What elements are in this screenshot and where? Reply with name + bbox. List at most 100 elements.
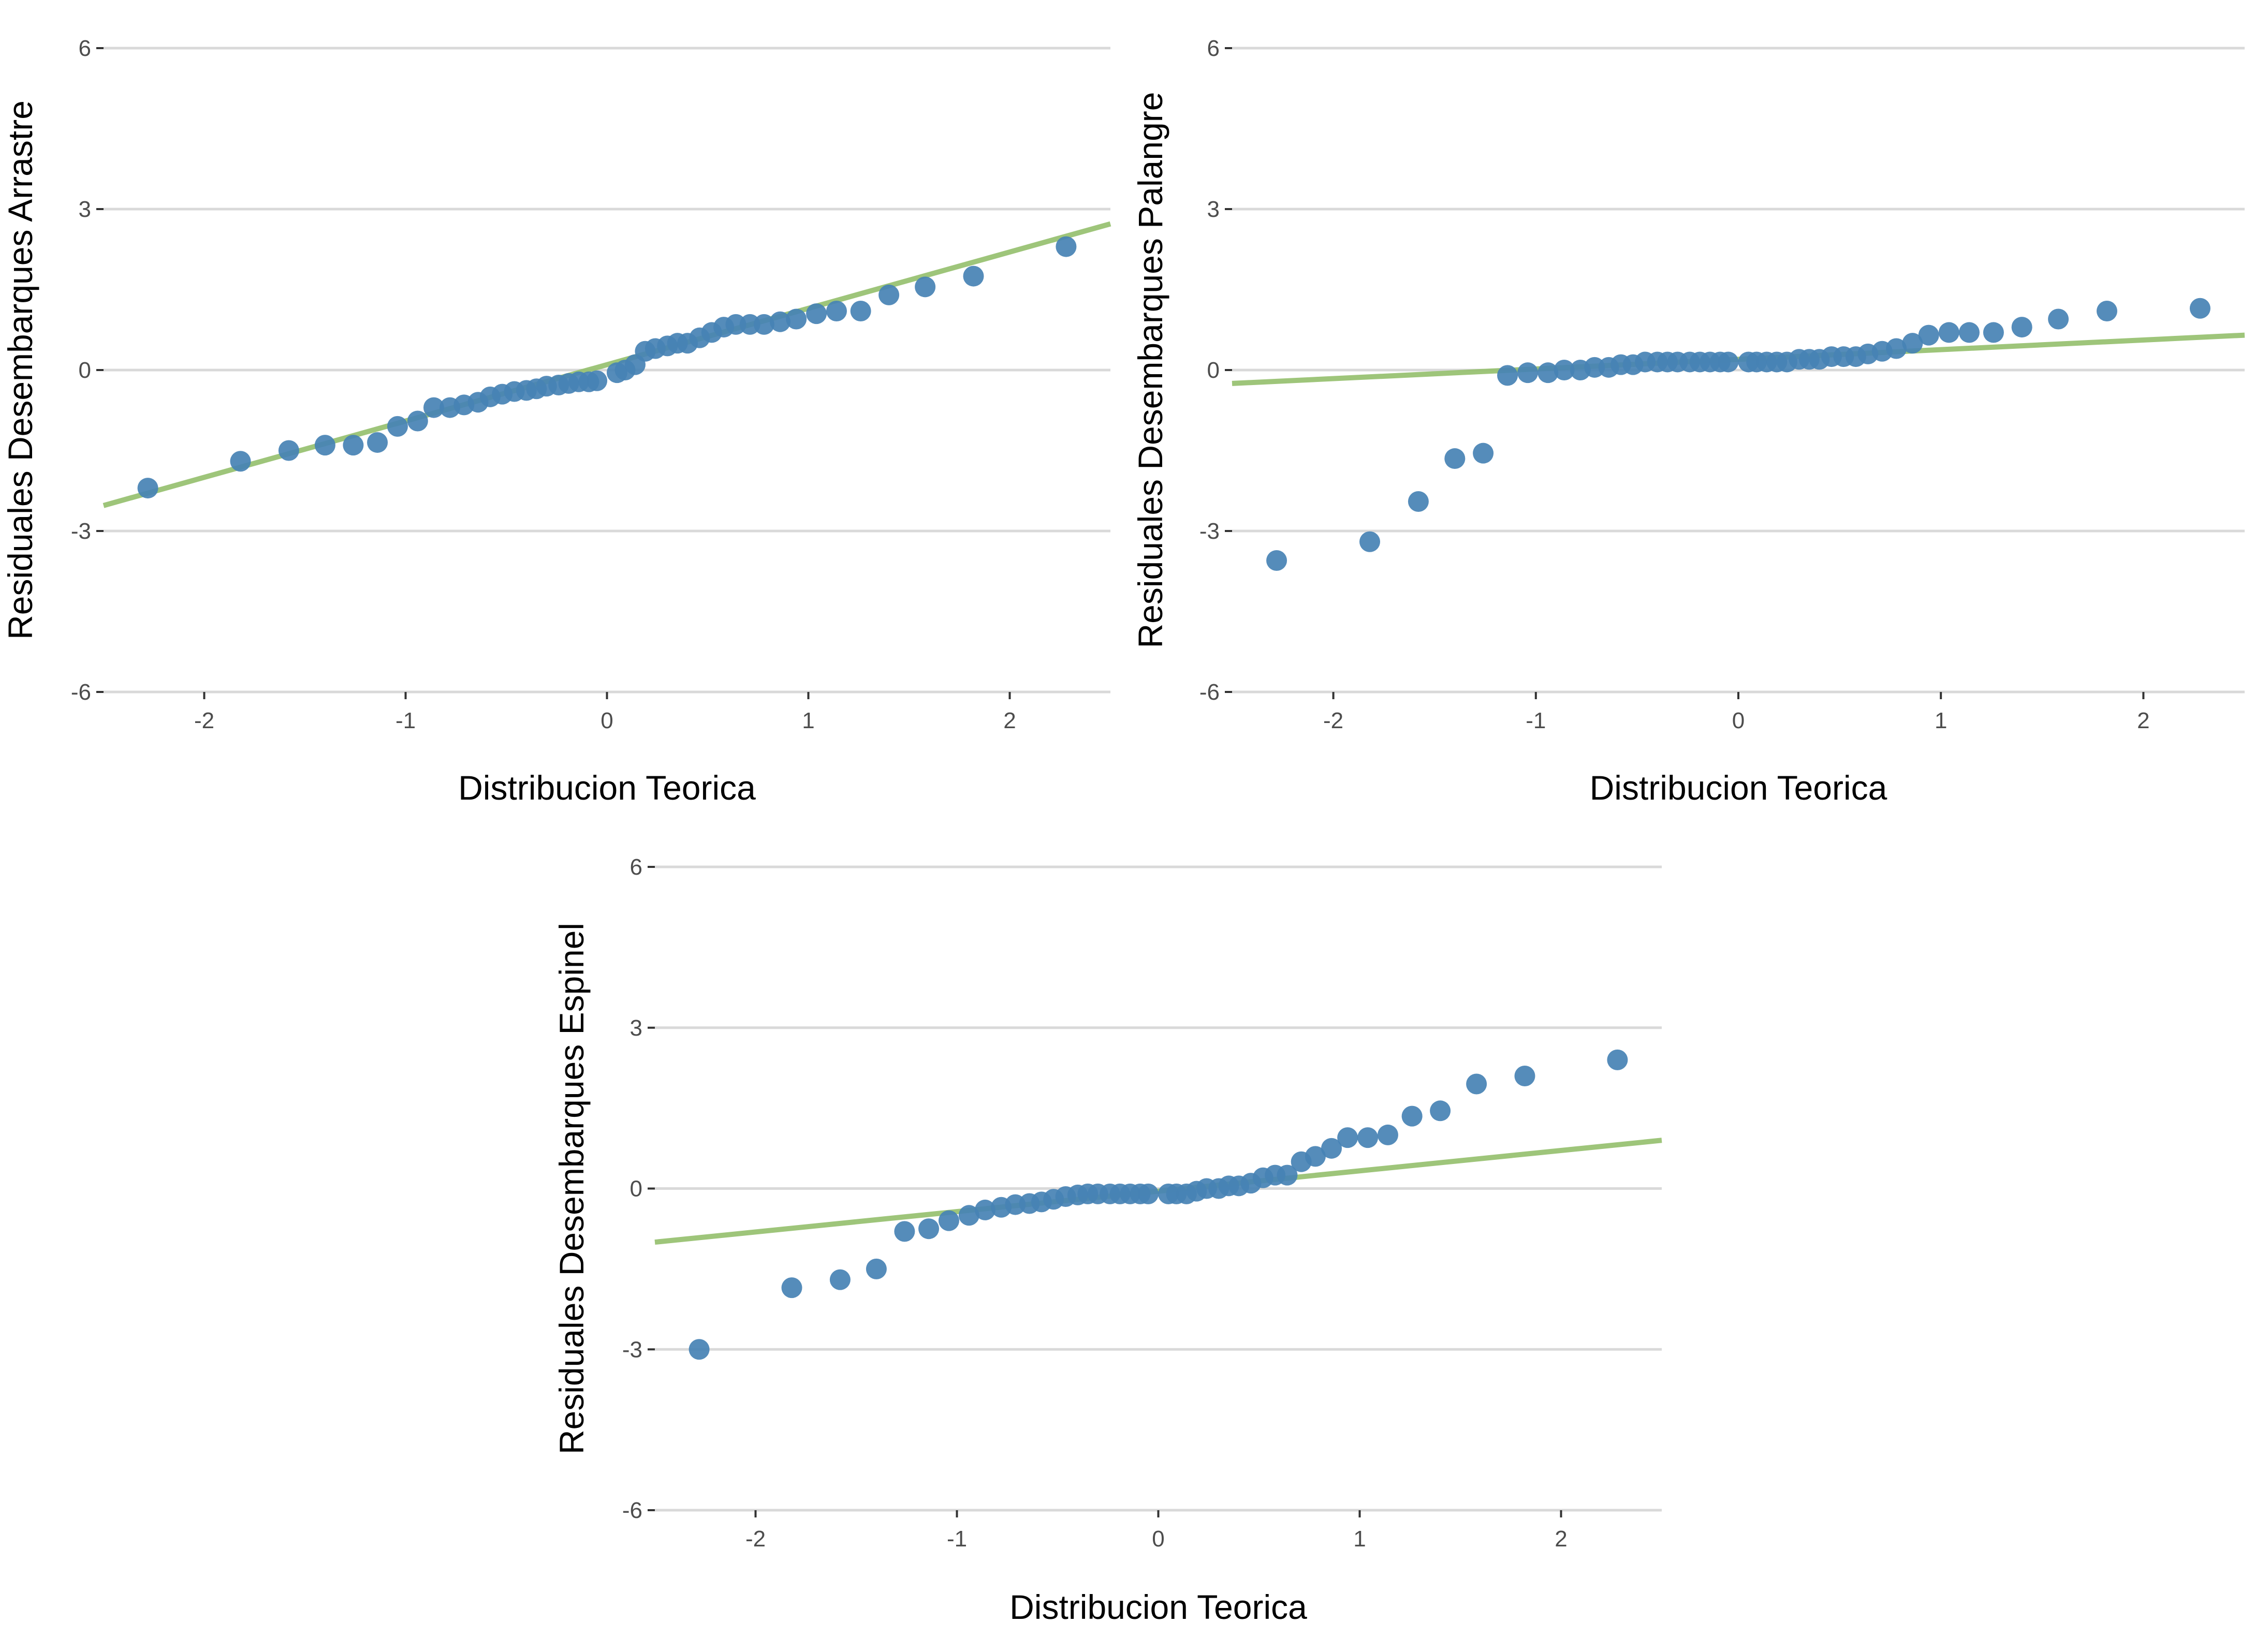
chart-panel-3: -6 -3 0 3 6 -2 -1 0 1 2 Distribucion Teorica Residu… xyxy=(552,854,1662,1626)
data-point xyxy=(958,1205,979,1226)
y-tick-label: 6 xyxy=(1207,36,1220,61)
data-point xyxy=(2048,308,2069,330)
data-point xyxy=(915,276,936,298)
data-point xyxy=(1359,531,1381,552)
data-point xyxy=(2189,298,2210,319)
x-tick-label: -2 xyxy=(745,1526,766,1552)
data-point xyxy=(806,303,827,325)
x-tick-label: 2 xyxy=(1555,1526,1567,1552)
qq-reference-line xyxy=(102,221,1111,508)
data-point xyxy=(963,266,984,287)
x-tick-label: 0 xyxy=(1732,708,1745,733)
x-tick-label: -1 xyxy=(1526,708,1546,733)
y-tick-label: -6 xyxy=(622,1498,642,1523)
x-tick-label: 0 xyxy=(1152,1526,1164,1552)
data-point xyxy=(1607,1049,1628,1070)
data-point xyxy=(1266,550,1287,571)
y-tick-label: -6 xyxy=(1199,680,1220,705)
x-tick-label: 1 xyxy=(1353,1526,1366,1552)
data-point xyxy=(1401,1105,1423,1127)
data-point xyxy=(781,1277,802,1299)
y-tick-label: 6 xyxy=(630,854,642,880)
data-point xyxy=(1430,1100,1451,1122)
data-point xyxy=(753,314,774,335)
data-point xyxy=(1497,365,1518,386)
data-point xyxy=(974,1199,995,1220)
data-point xyxy=(230,451,251,472)
data-point xyxy=(1918,325,1939,346)
data-point xyxy=(829,1269,851,1290)
data-point xyxy=(423,397,444,418)
y-tick-label: 3 xyxy=(79,197,91,222)
data-point xyxy=(1138,1183,1159,1204)
data-point xyxy=(1277,1164,1298,1186)
y-tick-label: -3 xyxy=(71,519,91,544)
data-point xyxy=(1584,357,1605,378)
chart-panel-1: -6 -3 0 3 6 -2 -1 0 1 2 Distribucion Teorica Residu… xyxy=(1,36,1111,807)
data-point xyxy=(1466,1073,1487,1095)
data-point xyxy=(367,432,388,453)
x-tick-label: -1 xyxy=(947,1526,967,1552)
x-tick-label: -1 xyxy=(396,708,416,733)
data-point xyxy=(866,1258,887,1279)
data-point xyxy=(1517,362,1539,384)
data-point xyxy=(938,1210,959,1231)
x-tick-label: 0 xyxy=(601,708,613,733)
data-point xyxy=(770,311,791,332)
x-tick-label: -2 xyxy=(194,708,214,733)
data-point xyxy=(826,300,847,321)
data-point xyxy=(2096,300,2117,321)
data-point xyxy=(137,478,158,499)
y-tick-label: -3 xyxy=(622,1337,642,1362)
data-point xyxy=(1514,1065,1535,1086)
data-point xyxy=(343,435,364,456)
data-point xyxy=(278,440,299,461)
data-point xyxy=(1321,1138,1342,1159)
data-point xyxy=(1983,322,2004,343)
data-point xyxy=(1056,236,1077,257)
data-point xyxy=(1718,351,1739,373)
data-point xyxy=(1444,448,1466,469)
qq-reference-line xyxy=(654,1138,1662,1245)
y-tick-label: 6 xyxy=(79,36,91,61)
y-tick-label: -3 xyxy=(1199,519,1220,544)
x-tick-label: 2 xyxy=(2137,708,2149,733)
y-tick-label: 3 xyxy=(1207,197,1220,222)
data-point xyxy=(407,410,428,432)
data-point xyxy=(1337,1127,1358,1148)
data-point xyxy=(850,300,871,321)
data-point xyxy=(314,435,335,456)
data-point xyxy=(689,1339,710,1360)
data-point xyxy=(1958,322,1980,343)
y-tick-label: 3 xyxy=(630,1015,642,1041)
x-tick-label: 2 xyxy=(1003,708,1016,733)
qq-reference-line xyxy=(1232,332,2245,386)
x-axis-title: Distribucion Teorica xyxy=(1590,769,1887,807)
y-tick-label: 0 xyxy=(1207,358,1220,383)
data-point xyxy=(587,370,608,391)
data-point xyxy=(786,308,807,330)
data-point xyxy=(387,416,408,437)
x-axis-title: Distribucion Teorica xyxy=(1009,1588,1307,1626)
data-point xyxy=(1377,1124,1398,1145)
y-axis-title: Residuales Desembarques Palangre xyxy=(1131,92,1169,648)
data-point xyxy=(1554,360,1575,380)
chart-panel-2: -6 -3 0 3 6 -2 -1 0 1 2 Distribucion Teorica Residu… xyxy=(1131,36,2245,807)
data-point xyxy=(1408,491,1429,512)
data-point xyxy=(1902,333,1923,354)
y-tick-label: 0 xyxy=(630,1176,642,1202)
data-point xyxy=(2011,317,2032,338)
y-axis-title: Residuales Desembarques Espinel xyxy=(552,923,591,1454)
x-tick-label: 1 xyxy=(1935,708,1947,733)
y-tick-label: -6 xyxy=(71,680,91,705)
data-point xyxy=(1305,1146,1326,1167)
data-point xyxy=(1537,362,1559,384)
data-point xyxy=(894,1221,915,1242)
x-tick-label: -2 xyxy=(1323,708,1343,733)
data-point xyxy=(1886,338,1907,359)
data-point xyxy=(1938,322,1959,343)
data-point xyxy=(878,284,900,305)
x-axis-title: Distribucion Teorica xyxy=(458,769,756,807)
data-point xyxy=(1473,443,1494,464)
